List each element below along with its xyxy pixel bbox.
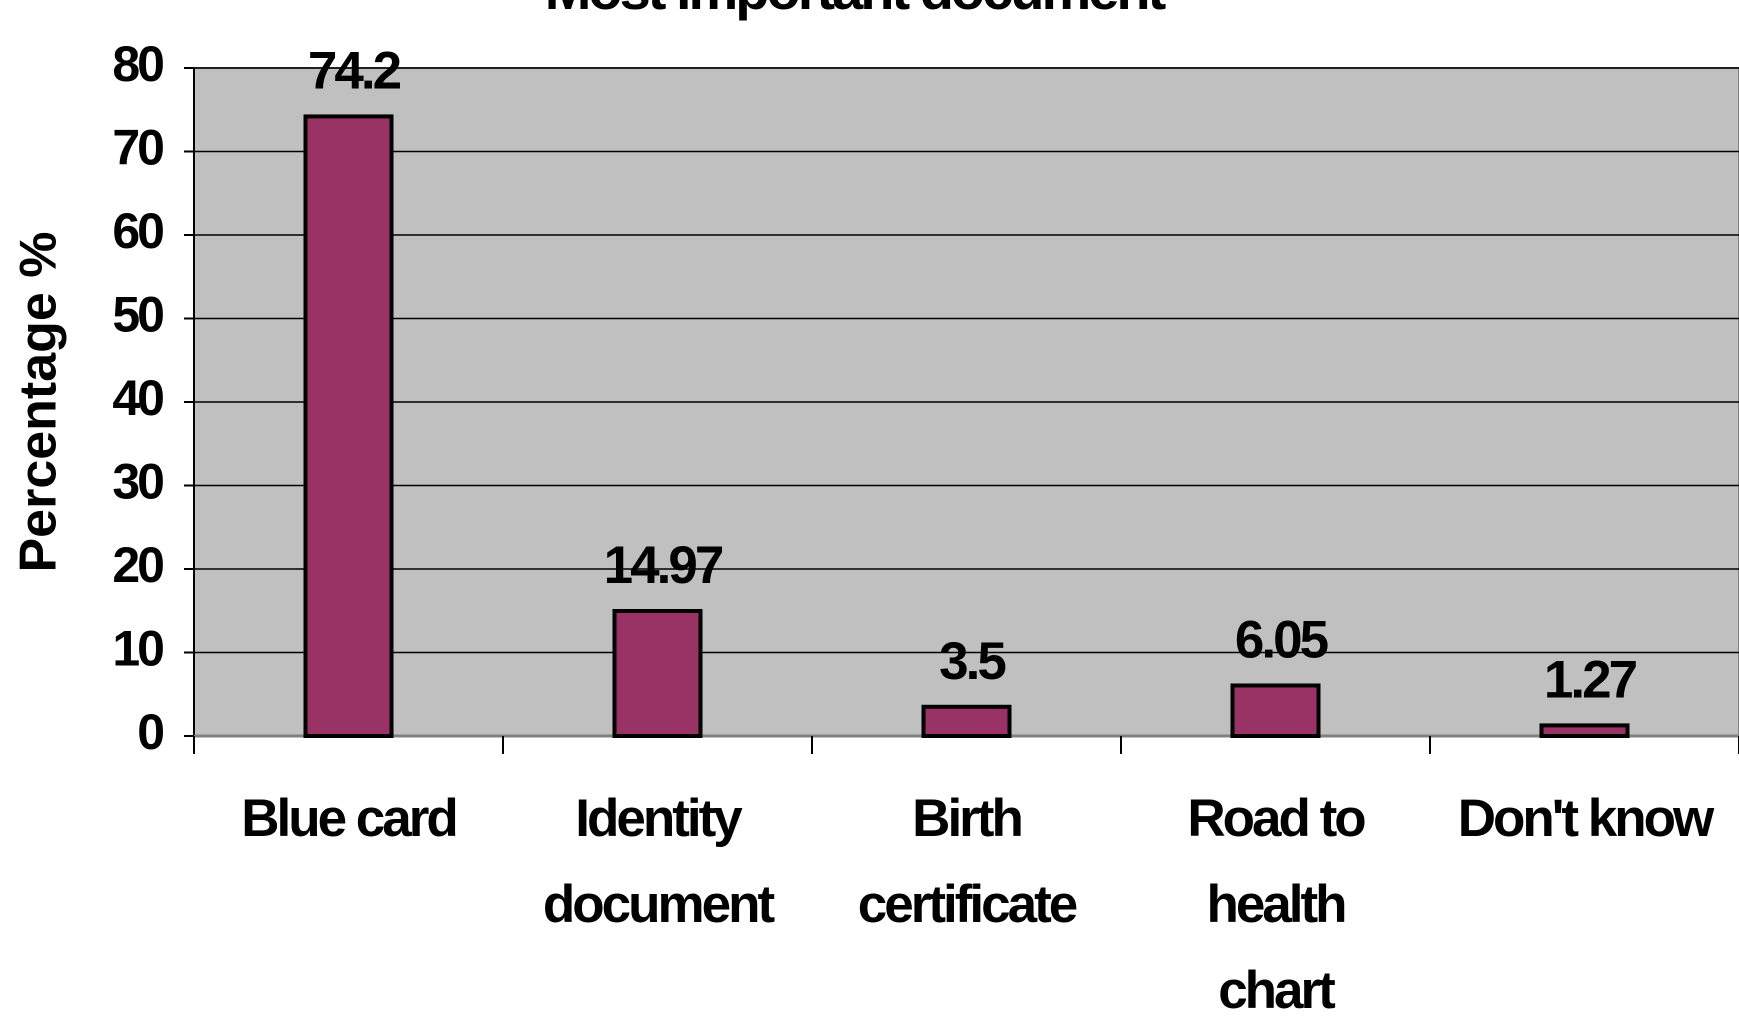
y-axis-label: Percentage % [10,231,68,572]
x-tick-label: Birth certificate [857,789,1078,934]
y-tick-label: 50 [112,287,163,343]
bar [1230,683,1321,738]
chart-title: Most important document [545,0,1166,21]
y-tick-label: 60 [112,203,163,259]
value-label: 14.97 [604,536,723,595]
value-label: 3.5 [939,632,1005,691]
y-tick-label: 80 [112,36,163,92]
y-tick-label: 30 [112,454,163,510]
y-tick-label: 10 [112,621,163,677]
bar [921,704,1012,739]
x-tick-label: Don't know [1457,789,1714,848]
x-tick-label: Road to health chart [1187,789,1366,1020]
x-tick-label: Identity document [542,789,775,934]
y-tick-label: 20 [112,537,163,593]
bar [1539,723,1630,739]
y-tick-label: 70 [112,120,163,176]
value-label: 74.2 [308,41,401,100]
bar [612,609,703,738]
bar [303,114,394,739]
x-tick-label: Blue card [241,789,459,848]
value-label: 1.27 [1544,650,1637,709]
y-tick-label: 40 [112,370,163,426]
y-tick-label: 0 [137,704,163,760]
value-label: 6.05 [1235,610,1328,669]
